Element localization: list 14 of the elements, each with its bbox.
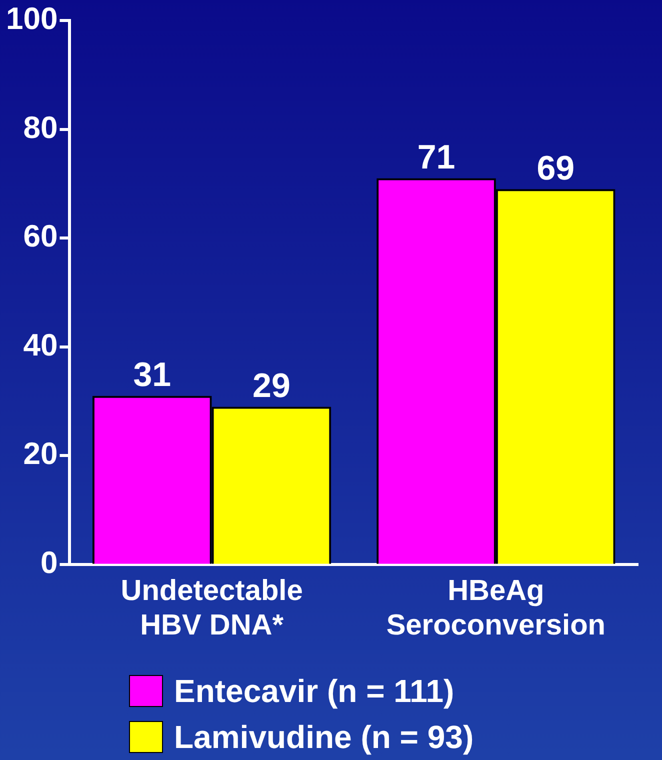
y-tick-label: 100 xyxy=(6,1,58,36)
y-tick-label: 0 xyxy=(40,544,58,580)
y-tick-label: 80 xyxy=(23,110,58,145)
y-tick-label: 60 xyxy=(23,218,58,254)
legend-label: Entecavir (n = 111) xyxy=(174,672,454,711)
x-tick-label: Undetectable HBV DNA* xyxy=(120,574,303,642)
data-label: 69 xyxy=(536,150,575,188)
data-label: 71 xyxy=(417,138,456,177)
x-tick-label: HBeAg Seroconversion xyxy=(386,574,606,642)
y-tick-label: 20 xyxy=(23,436,58,472)
data-label: 31 xyxy=(133,356,172,394)
legend-label: Lamivudine (n = 93) xyxy=(174,718,474,757)
y-tick-label: 40 xyxy=(23,327,58,362)
data-label: 29 xyxy=(252,367,290,406)
